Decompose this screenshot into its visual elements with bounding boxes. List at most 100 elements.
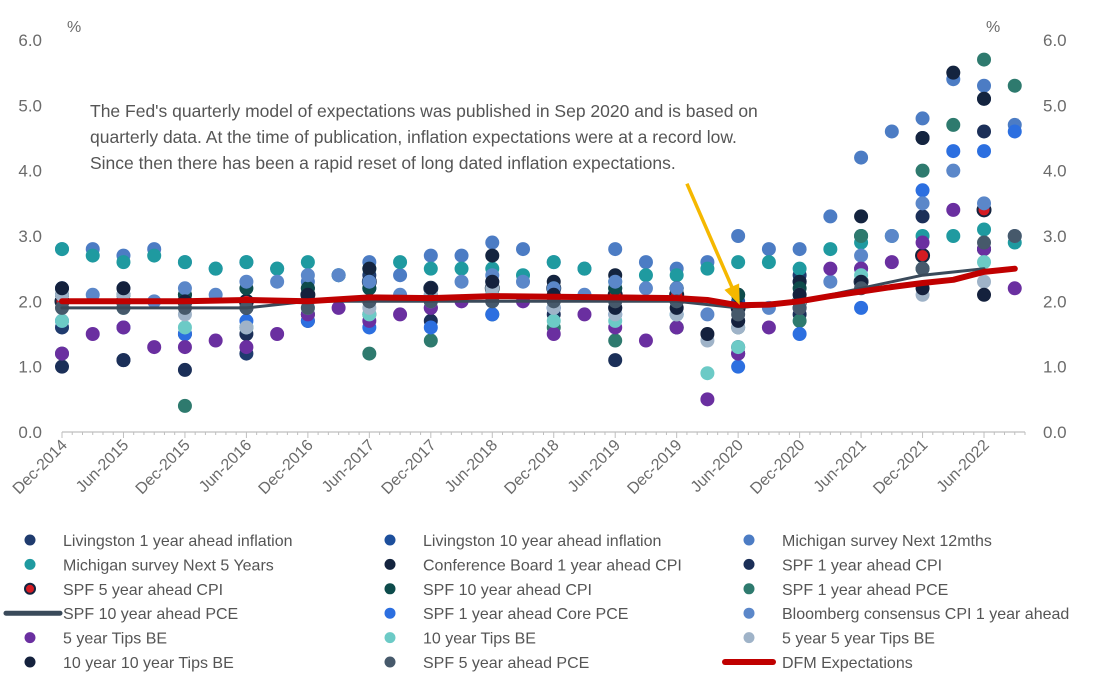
- data-point: [485, 274, 500, 289]
- x-tick-label: Dec-2019: [624, 437, 685, 498]
- data-point: [393, 255, 408, 270]
- data-point: [608, 353, 623, 368]
- legend-label: SPF 10 year ahead CPI: [423, 582, 592, 599]
- data-point: [85, 248, 100, 263]
- data-point: [85, 327, 100, 341]
- legend-swatch-dot: [384, 534, 396, 546]
- data-point: [638, 281, 653, 296]
- legend-item: 5 year Tips BE: [24, 631, 167, 648]
- data-point: [977, 255, 992, 270]
- y-tick-label-left: 3.0: [18, 227, 42, 246]
- y-tick-label-left: 1.0: [18, 358, 42, 377]
- data-point: [485, 307, 500, 322]
- data-point: [116, 353, 131, 368]
- data-point: [731, 340, 746, 355]
- data-point: [485, 248, 500, 263]
- data-point: [669, 268, 684, 283]
- legend-item: SPF 5 year ahead PCE: [384, 655, 589, 672]
- plot-area: [54, 52, 1022, 413]
- data-point: [761, 320, 776, 335]
- legend-swatch-dot: [24, 534, 36, 546]
- data-point: [516, 274, 531, 289]
- data-point: [884, 255, 899, 270]
- data-point: [423, 248, 438, 263]
- data-point: [946, 117, 961, 132]
- data-point: [700, 327, 715, 341]
- data-point: [516, 242, 531, 257]
- data-point: [977, 144, 992, 159]
- legend-item: Michigan survey Next 12mths: [743, 533, 992, 550]
- legend-item: DFM Expectations: [722, 655, 913, 672]
- x-tick-label: Dec-2021: [870, 437, 931, 498]
- data-point: [454, 248, 469, 263]
- data-point: [270, 274, 285, 289]
- data-point: [239, 274, 254, 289]
- data-point: [915, 235, 930, 250]
- legend-item: SPF 5 year ahead CPI: [24, 582, 223, 599]
- data-point: [977, 235, 992, 250]
- y-tick-label-right: 3.0: [1043, 227, 1067, 246]
- legend-item: Livingston 10 year ahead inflation: [384, 533, 661, 550]
- data-point: [423, 333, 438, 348]
- data-point: [915, 261, 930, 276]
- x-tick-label: Dec-2014: [10, 437, 71, 498]
- data-point: [147, 248, 162, 263]
- data-point: [393, 268, 408, 283]
- data-point: [177, 398, 192, 413]
- data-point: [638, 268, 653, 283]
- legend-label: SPF 1 year ahead CPI: [782, 557, 942, 574]
- legend-label: 10 year 10 year Tips BE: [63, 655, 234, 672]
- data-point: [915, 183, 930, 198]
- data-point: [946, 163, 961, 178]
- data-point: [177, 320, 192, 335]
- x-tick-label: Dec-2017: [379, 437, 440, 498]
- data-point: [669, 281, 684, 296]
- annotation-arrow-shaft: [685, 183, 740, 303]
- data-point: [638, 255, 653, 270]
- annotation-text-line: quarterly data. At the time of publicati…: [90, 127, 737, 147]
- legend-label: SPF 5 year ahead CPI: [63, 582, 223, 599]
- data-point: [177, 340, 192, 355]
- data-point: [854, 150, 869, 165]
- y-tick-label-right: 6.0: [1043, 31, 1067, 50]
- series-group: [55, 202, 1022, 407]
- legend-item: SPF 1 year ahead Core PCE: [384, 606, 628, 623]
- legend-label: SPF 10 year ahead PCE: [63, 606, 238, 623]
- data-point: [362, 274, 377, 289]
- legend-item: 10 year Tips BE: [384, 631, 536, 648]
- data-point: [546, 327, 561, 341]
- x-tick-label: Jun-2017: [319, 437, 378, 496]
- data-point: [946, 65, 961, 80]
- data-point: [731, 229, 746, 243]
- y-tick-label-left: 5.0: [18, 96, 42, 115]
- data-point: [239, 320, 254, 335]
- x-tick-label: Dec-2018: [501, 437, 562, 498]
- data-point: [423, 261, 438, 276]
- legend-label: Michigan survey Next 12mths: [782, 533, 992, 550]
- data-point: [454, 261, 469, 276]
- left-unit-label: %: [67, 19, 81, 36]
- data-point: [577, 307, 592, 322]
- data-point: [55, 242, 69, 257]
- legend-item: SPF 10 year ahead CPI: [384, 582, 592, 599]
- x-tick-label: Jun-2016: [196, 437, 255, 496]
- data-point: [915, 209, 930, 224]
- data-point: [454, 274, 469, 289]
- legend-label: Michigan survey Next 5 Years: [63, 557, 274, 574]
- data-point: [761, 242, 776, 257]
- data-point: [1007, 229, 1022, 243]
- data-point: [423, 281, 438, 296]
- x-tick-label: Jun-2022: [934, 437, 993, 496]
- annotation-text-line: Since then there has been a rapid reset …: [90, 153, 676, 173]
- legend-swatch-dot: [743, 607, 755, 619]
- legend-item: SPF 1 year ahead PCE: [743, 582, 948, 599]
- data-point: [731, 359, 746, 374]
- data-point: [239, 340, 254, 355]
- data-point: [977, 91, 992, 106]
- legend-label: 10 year Tips BE: [423, 631, 536, 648]
- data-point: [1007, 124, 1022, 139]
- x-tick-label: Jun-2015: [73, 437, 132, 496]
- data-point: [915, 163, 930, 178]
- x-tick-label: Dec-2020: [747, 437, 808, 498]
- data-point: [792, 313, 807, 328]
